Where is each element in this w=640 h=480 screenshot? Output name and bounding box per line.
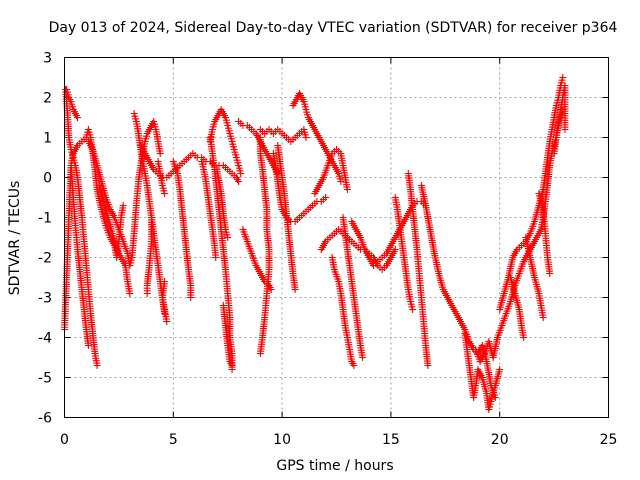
y-tick-label: -5	[38, 371, 52, 387]
y-tick-label: 2	[43, 91, 52, 107]
data-point	[496, 366, 504, 373]
data-point	[391, 246, 399, 253]
data-point	[126, 290, 134, 297]
data-point	[322, 194, 330, 201]
data-point	[267, 286, 275, 293]
data-point	[93, 362, 101, 369]
data-point	[74, 114, 82, 121]
data-point	[161, 190, 169, 197]
data-point	[156, 150, 164, 157]
data-point	[143, 290, 151, 297]
series-arc-5	[84, 118, 164, 269]
data-point	[291, 286, 299, 293]
data-point	[302, 134, 310, 141]
series-arc-38	[535, 190, 554, 277]
series-arc-25	[311, 146, 351, 197]
data-point	[424, 362, 432, 369]
x-tick-label: 0	[60, 432, 69, 448]
series-arc-4	[67, 162, 92, 349]
data-point	[256, 350, 264, 357]
y-tick-label: -6	[38, 411, 52, 427]
x-axis-label: GPS time / hours	[276, 458, 393, 474]
series-arc-2	[62, 86, 101, 369]
series-arc-11	[154, 158, 169, 197]
series-arc-31	[404, 170, 432, 369]
series-arc-24	[289, 90, 345, 185]
x-tick-label: 25	[600, 432, 618, 448]
data-point	[561, 126, 569, 133]
series-arc-32	[417, 182, 499, 401]
series-arc-16	[213, 166, 232, 241]
marks-layer	[61, 74, 569, 413]
series-arc-3	[63, 86, 82, 121]
y-tick-label: 1	[43, 131, 52, 147]
y-tick-label: -1	[38, 211, 52, 227]
series-arc-9	[143, 214, 156, 297]
series-arc-22	[269, 150, 330, 225]
data-point	[235, 178, 243, 185]
data-point	[163, 318, 171, 325]
y-tick-label: 3	[43, 51, 52, 67]
data-point	[409, 306, 417, 313]
y-axis-label: SDTVAR / TECUs	[7, 181, 23, 296]
data-point	[559, 74, 567, 81]
series-arc-20	[256, 134, 273, 357]
y-tick-label: 0	[43, 171, 52, 187]
y-tick-label: -3	[38, 291, 52, 307]
data-point	[161, 278, 169, 285]
series-arc-28	[339, 214, 367, 361]
x-tick-label: 10	[273, 432, 291, 448]
data-point	[228, 362, 236, 369]
series-arc-12	[169, 158, 195, 301]
chart-title: Day 013 of 2024, Sidereal Day-to-day VTE…	[49, 20, 618, 36]
series-arc-33	[461, 330, 504, 413]
x-tick-label: 20	[491, 432, 509, 448]
series-arc-23	[274, 142, 299, 293]
data-point	[119, 202, 127, 209]
series-arc-10	[158, 278, 169, 317]
y-tick-label: -2	[38, 251, 52, 267]
series-arc-21	[256, 126, 310, 145]
series-arc-39	[550, 82, 569, 157]
data-point	[343, 186, 351, 193]
data-point	[224, 234, 232, 241]
data-point	[539, 314, 547, 321]
x-tick-label: 5	[169, 432, 178, 448]
series-arc-6	[95, 182, 134, 297]
data-point	[350, 362, 358, 369]
grid-layer	[64, 57, 609, 418]
series-arc-14	[206, 106, 245, 177]
series-arc-27	[328, 254, 358, 369]
series-arc-8	[137, 142, 243, 185]
series-arc-17	[219, 302, 236, 369]
plot-frame	[64, 57, 609, 418]
series-arc-13	[198, 158, 220, 261]
series-arc-36	[507, 274, 528, 341]
series-arc-19	[239, 226, 275, 293]
y-tick-label: -4	[38, 331, 52, 347]
x-tick-label: 15	[382, 432, 400, 448]
data-point	[237, 170, 245, 177]
data-point	[84, 342, 92, 349]
data-point	[187, 294, 195, 301]
data-point	[337, 178, 345, 185]
data-point	[359, 354, 367, 361]
data-point	[520, 334, 528, 341]
series-arc-30	[391, 194, 417, 313]
series-arc-37	[522, 234, 547, 321]
data-point	[546, 270, 554, 277]
data-point	[212, 254, 220, 261]
